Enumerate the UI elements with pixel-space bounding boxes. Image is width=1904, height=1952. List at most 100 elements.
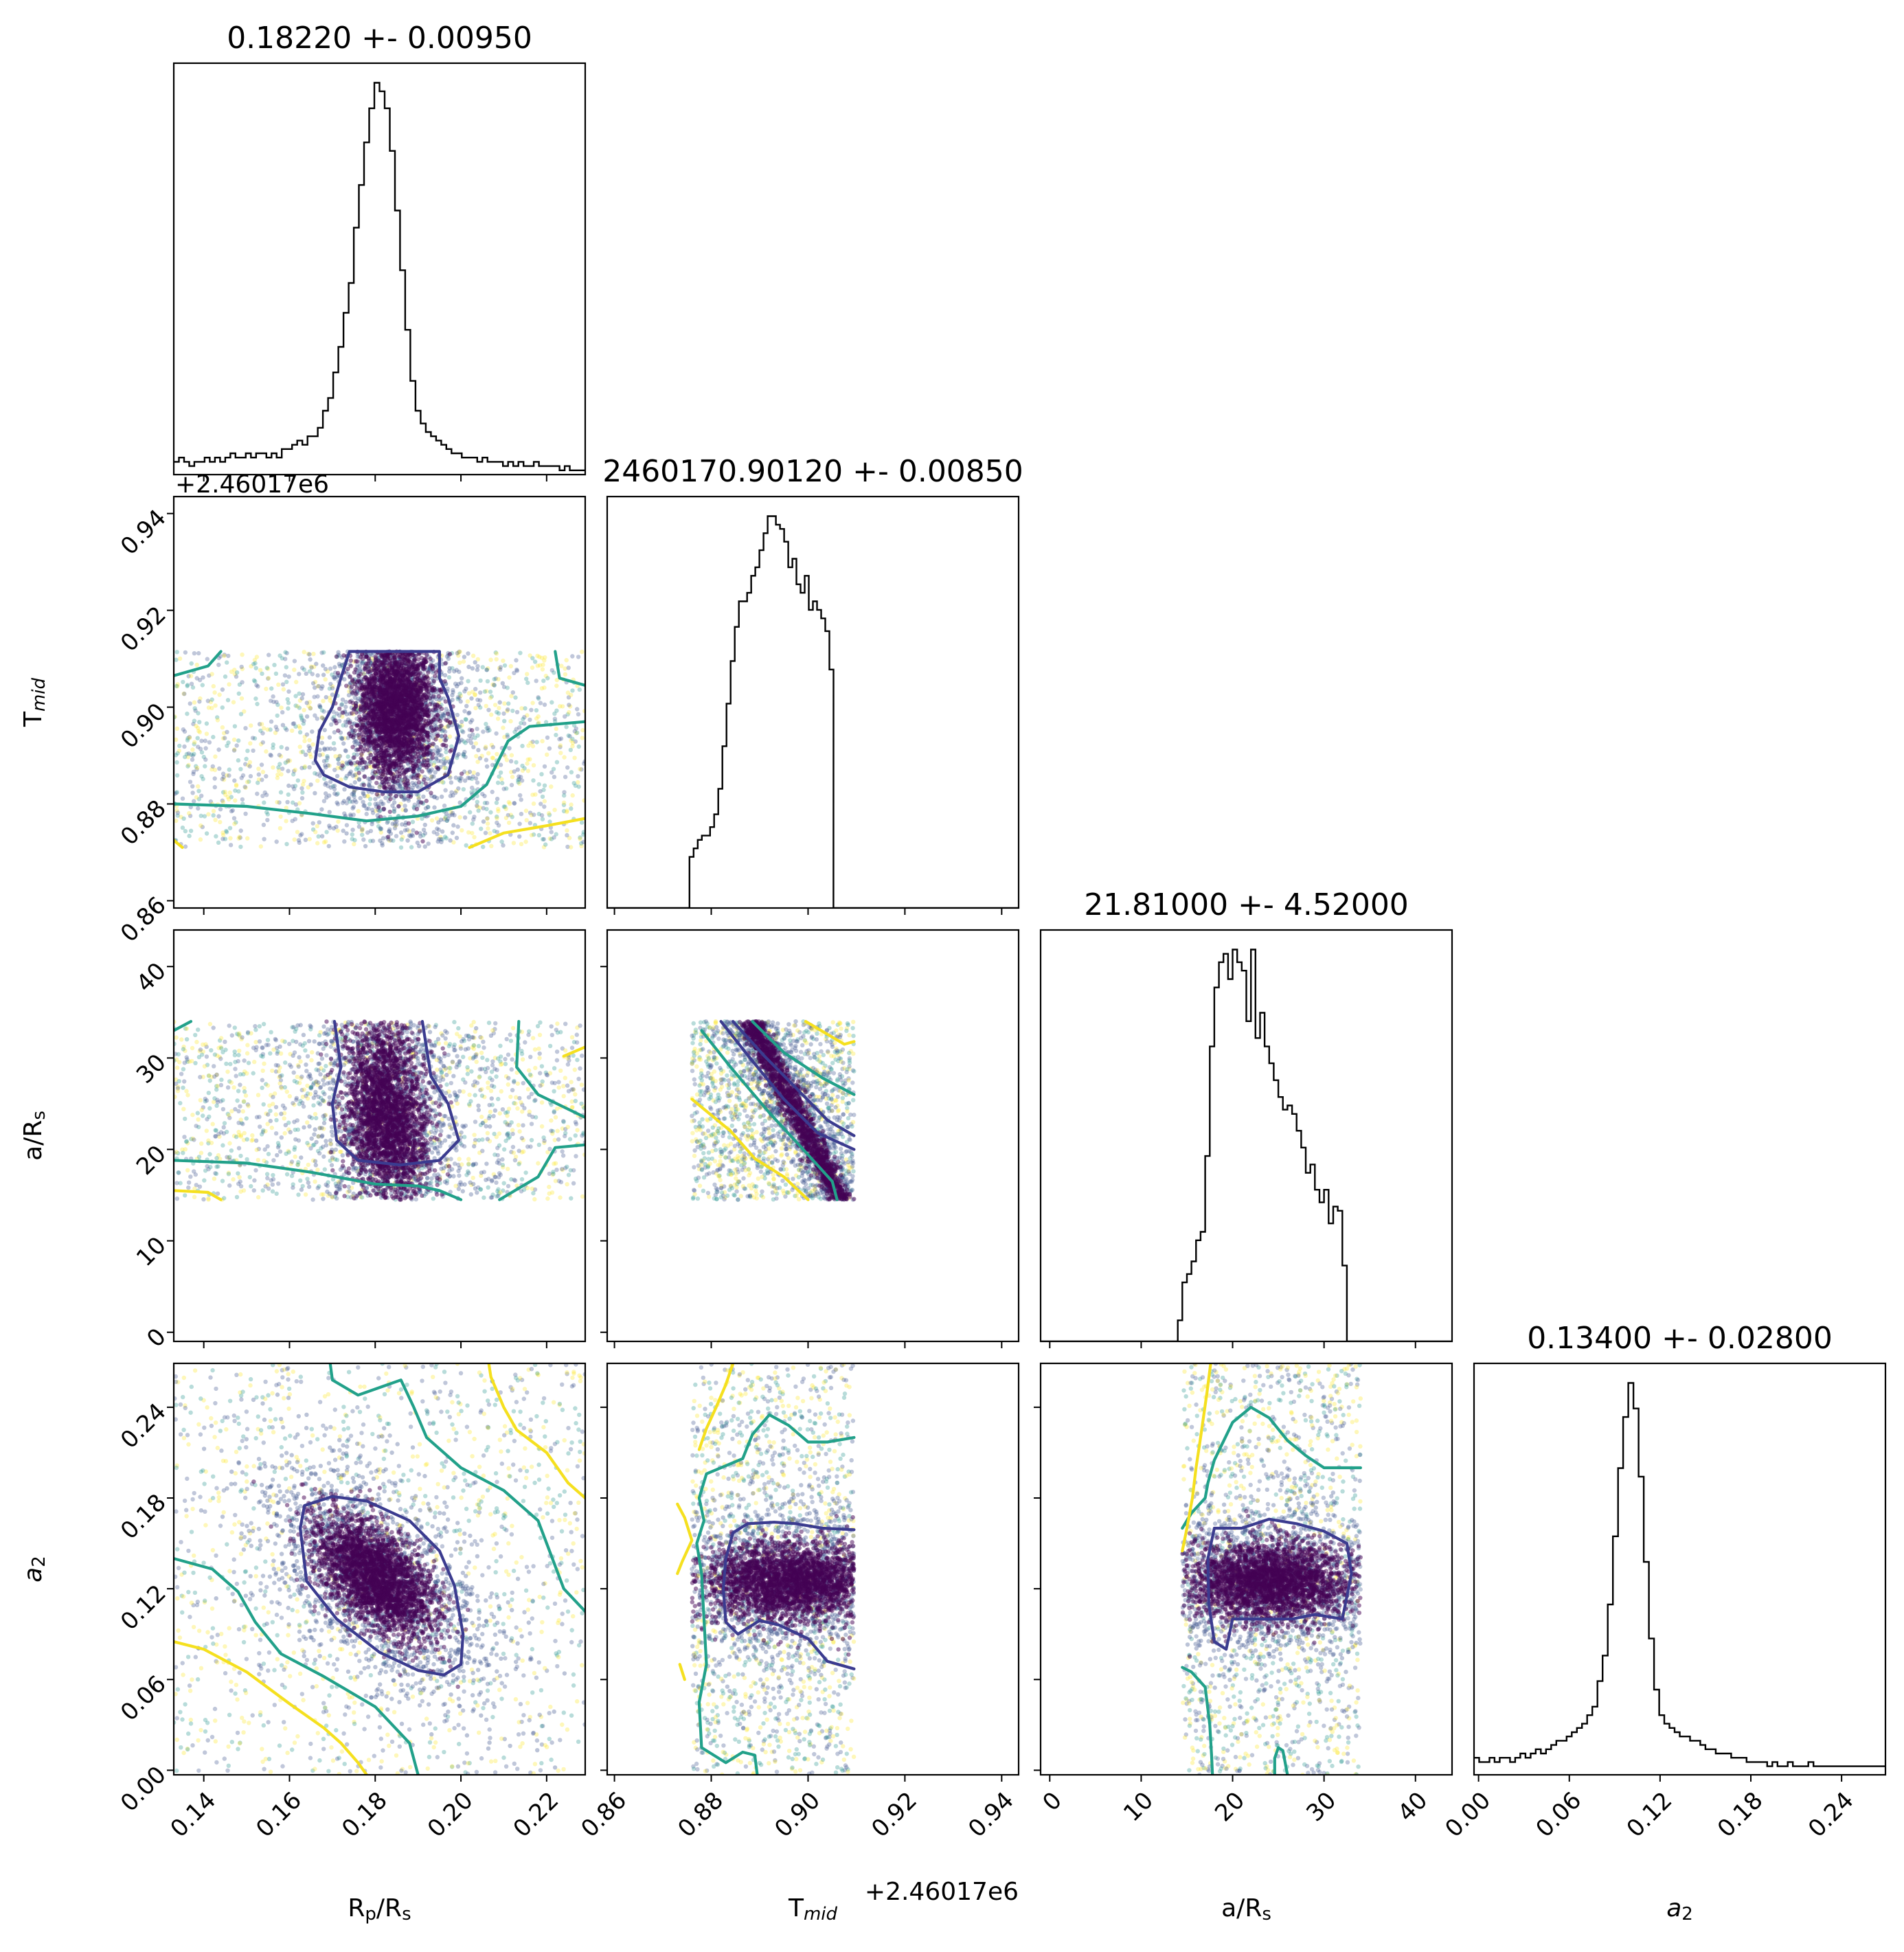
sample-point xyxy=(256,684,260,689)
sample-point xyxy=(581,832,585,837)
sample-point xyxy=(459,771,464,776)
sample-point xyxy=(554,677,559,683)
sample-point xyxy=(485,821,490,826)
sample-point xyxy=(408,754,413,760)
sample-point xyxy=(495,751,499,757)
sample-point xyxy=(232,747,237,752)
sample-point xyxy=(570,740,576,746)
sample-point xyxy=(519,775,523,780)
sample-point xyxy=(466,679,471,683)
sample-point xyxy=(181,691,186,696)
sample-point xyxy=(456,650,461,655)
sample-point xyxy=(562,790,567,795)
sample-point xyxy=(475,780,480,785)
sample-point xyxy=(202,814,207,819)
sample-point xyxy=(383,729,387,735)
sample-point xyxy=(499,777,504,782)
sample-point xyxy=(385,820,389,825)
sample-point xyxy=(277,826,283,831)
sample-point xyxy=(199,738,204,743)
sample-point xyxy=(286,701,291,705)
sample-point xyxy=(255,791,260,796)
sample-point xyxy=(570,736,575,742)
sample-point xyxy=(534,679,539,683)
sample-point xyxy=(350,792,354,797)
sample-point xyxy=(232,672,238,677)
sample-point xyxy=(392,764,397,770)
sample-point xyxy=(304,671,308,676)
sample-point xyxy=(188,828,194,833)
sample-point xyxy=(280,710,285,715)
sample-point xyxy=(459,775,464,781)
sample-point xyxy=(256,772,261,777)
sample-point xyxy=(490,745,496,750)
sample-point xyxy=(351,813,356,817)
sample-point xyxy=(174,726,180,731)
sample-point xyxy=(187,833,192,839)
sample-point xyxy=(537,655,542,659)
sample-point xyxy=(365,793,371,799)
sample-point xyxy=(340,697,345,702)
sample-point xyxy=(565,832,569,838)
sample-point xyxy=(283,650,288,655)
sample-point xyxy=(406,798,411,803)
sample-point xyxy=(549,668,554,673)
sample-point xyxy=(217,692,222,697)
sample-point xyxy=(434,745,440,750)
sample-point xyxy=(335,828,340,833)
sample-point xyxy=(451,840,456,845)
sample-point xyxy=(203,746,208,751)
sample-point xyxy=(577,687,582,692)
sample-point xyxy=(496,677,501,682)
sample-point xyxy=(444,836,449,841)
sample-point xyxy=(433,737,438,742)
sample-point xyxy=(458,699,463,704)
sample-point xyxy=(508,663,513,669)
sample-point xyxy=(485,816,490,821)
sample-point xyxy=(380,841,385,846)
sample-point xyxy=(283,657,288,661)
sample-point xyxy=(378,830,383,835)
sample-point xyxy=(285,799,290,805)
sample-point xyxy=(313,685,317,690)
sample-point xyxy=(529,813,534,817)
sample-point xyxy=(323,666,328,672)
sample-point xyxy=(440,734,444,739)
sample-point xyxy=(481,844,486,850)
sample-point xyxy=(496,808,501,814)
sample-point xyxy=(461,787,466,792)
sample-point xyxy=(332,714,337,719)
sample-point xyxy=(443,788,448,793)
sample-point xyxy=(360,826,365,832)
sample-point xyxy=(310,672,315,677)
sample-point xyxy=(501,711,506,716)
sample-point xyxy=(265,817,270,823)
sample-point xyxy=(490,789,495,795)
sample-point xyxy=(222,653,227,659)
sample-point xyxy=(215,715,220,720)
sample-point xyxy=(506,707,510,712)
sample-point xyxy=(268,752,273,758)
sample-point xyxy=(518,793,523,798)
sample-point xyxy=(194,676,199,681)
sample-point xyxy=(475,804,480,809)
sample-point xyxy=(372,764,376,769)
sample-point xyxy=(282,673,288,678)
sample-point xyxy=(196,725,201,731)
sample-point xyxy=(447,652,453,657)
sample-point xyxy=(447,734,453,739)
sample-point xyxy=(434,751,439,756)
sample-point xyxy=(558,745,563,749)
sample-point xyxy=(364,811,369,817)
sample-point xyxy=(351,791,356,796)
sample-point xyxy=(292,668,297,672)
sample-point xyxy=(214,834,218,839)
sample-point xyxy=(320,684,325,689)
sample-point xyxy=(312,664,317,669)
sample-point xyxy=(498,762,503,767)
sample-point xyxy=(480,665,485,670)
sample-point xyxy=(444,756,449,760)
sample-point xyxy=(292,837,297,842)
sample-point xyxy=(466,711,471,716)
sample-point xyxy=(337,713,342,718)
